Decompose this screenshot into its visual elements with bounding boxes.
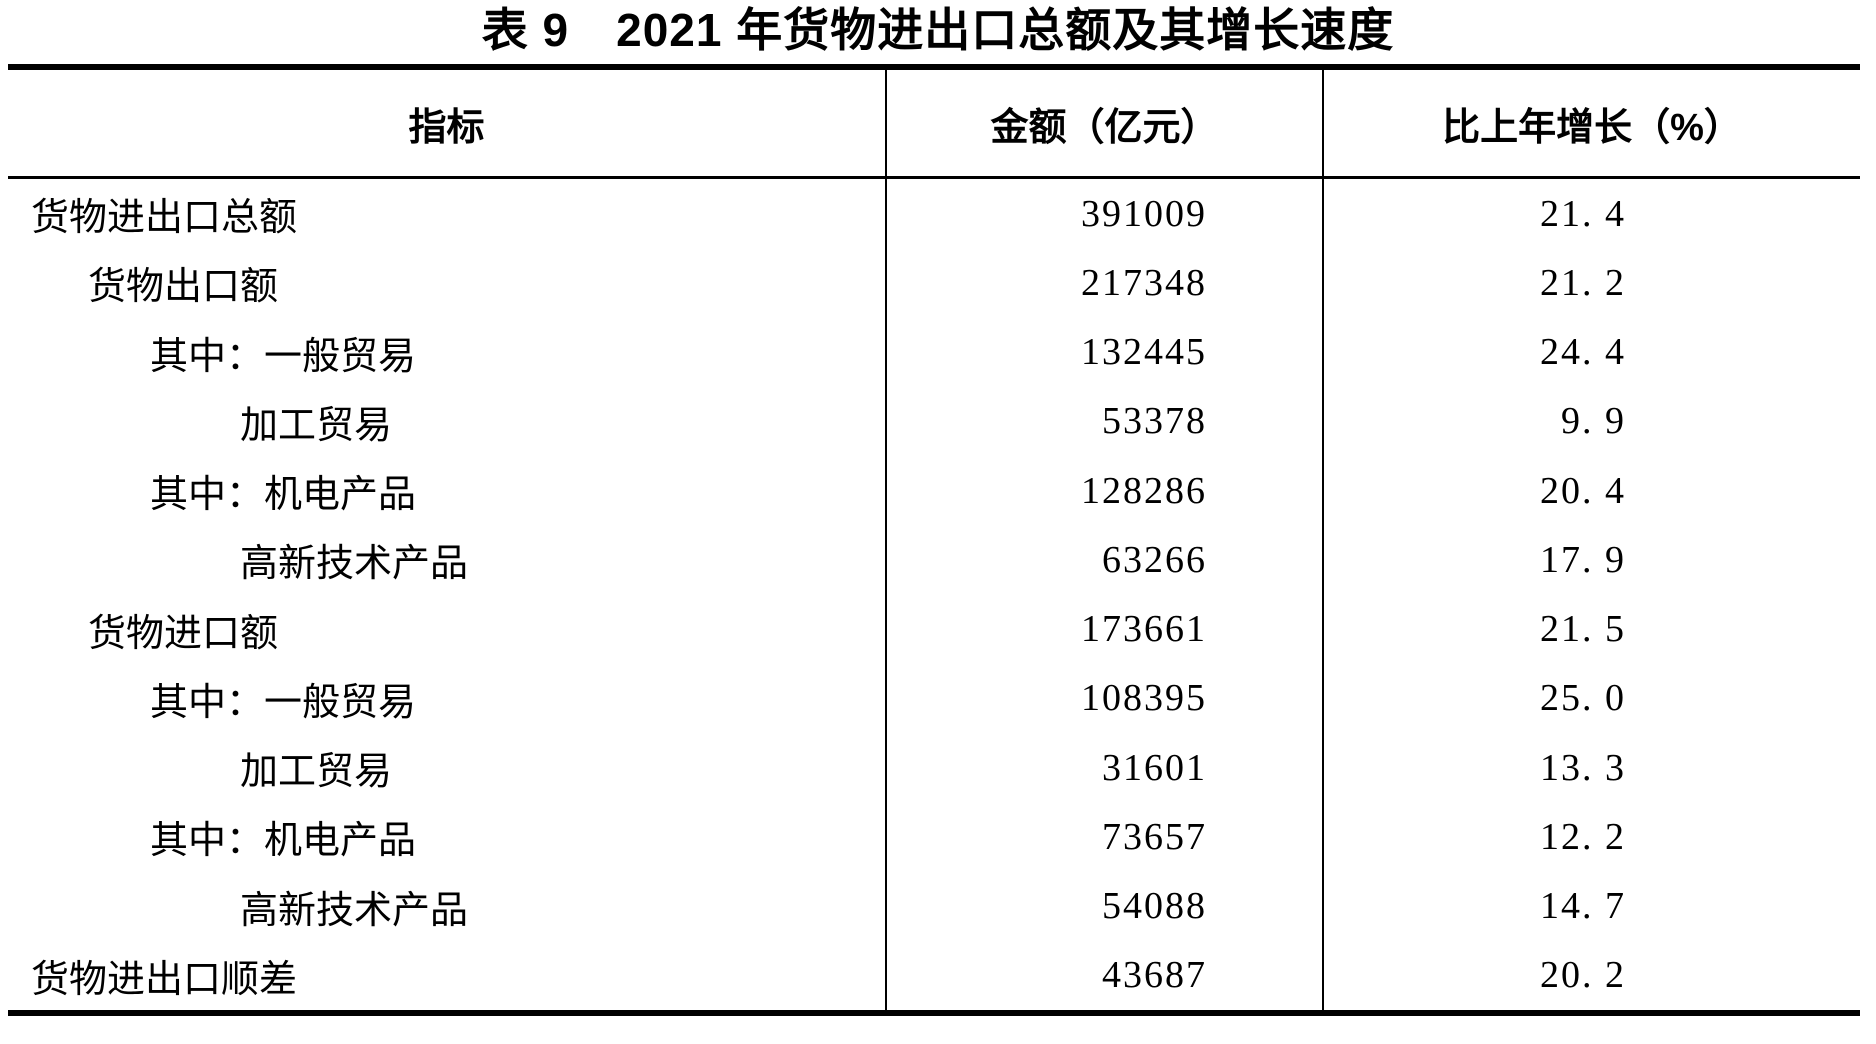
cell-growth: 9. 9 [1561,400,1626,443]
cell-amount: 391009 [1081,192,1207,235]
table-row: 货物进出口总额 391009 21. 4 [8,179,1860,249]
cell-growth: 17. 9 [1540,538,1626,581]
table-row: 货物出口额 217348 21. 2 [8,248,1860,318]
cell-growth: 13. 3 [1540,746,1626,789]
cell-indicator: 货物出口额 [88,266,279,309]
cell-growth: 21. 2 [1540,261,1626,304]
header-growth: 比上年增长（%） [1322,70,1860,176]
cell-growth: 21. 5 [1540,608,1626,651]
cell-amount: 73657 [1102,815,1207,858]
cell-amount: 53378 [1102,400,1207,443]
cell-indicator: 货物进口额 [88,612,279,655]
cell-amount: 173661 [1081,608,1207,651]
trade-table: 指标 金额（亿元） 比上年增长（%） 货物进出口总额 391009 21. 4 … [8,64,1860,1016]
cell-indicator: 货物进出口总额 [31,197,298,240]
table-row: 高新技术产品 63266 17. 9 [8,525,1860,595]
cell-indicator: 高新技术产品 [240,543,469,586]
table-row: 货物进出口顺差 43687 20. 2 [8,940,1860,1010]
cell-amount: 132445 [1081,331,1207,374]
cell-amount: 108395 [1081,677,1207,720]
cell-amount: 43687 [1102,954,1207,997]
header-amount: 金额（亿元） [885,70,1322,176]
cell-growth: 25. 0 [1540,677,1626,720]
cell-indicator: 其中：一般贸易 [150,335,417,378]
cell-indicator: 货物进出口顺差 [31,958,298,1001]
cell-amount: 54088 [1102,885,1207,928]
cell-growth: 21. 4 [1540,192,1626,235]
table-row: 加工贸易 53378 9. 9 [8,386,1860,456]
cell-indicator: 加工贸易 [240,404,393,447]
cell-growth: 20. 2 [1540,954,1626,997]
table-row: 货物进口额 173661 21. 5 [8,594,1860,664]
cell-growth: 12. 2 [1540,815,1626,858]
cell-growth: 24. 4 [1540,331,1626,374]
cell-indicator: 其中：一般贸易 [150,681,417,724]
cell-indicator: 加工贸易 [240,751,393,794]
cell-indicator: 高新技术产品 [240,889,469,932]
table-row: 其中：机电产品 73657 12. 2 [8,802,1860,872]
cell-growth: 20. 4 [1540,469,1626,512]
table-row: 其中：一般贸易 132445 24. 4 [8,317,1860,387]
cell-amount: 31601 [1102,746,1207,789]
cell-amount: 217348 [1081,261,1207,304]
header-indicator: 指标 [408,106,485,149]
table-row: 其中：一般贸易 108395 25. 0 [8,663,1860,733]
table-row: 高新技术产品 54088 14. 7 [8,871,1860,941]
cell-indicator: 其中：机电产品 [150,820,417,863]
cell-amount: 128286 [1081,469,1207,512]
cell-indicator: 其中：机电产品 [150,474,417,517]
table-title: 表 9 2021 年货物进出口总额及其增长速度 [481,4,1395,56]
cell-growth: 14. 7 [1540,885,1626,928]
cell-amount: 63266 [1102,538,1207,581]
table-header-row: 指标 金额（亿元） 比上年增长（%） [8,70,1860,179]
table-row: 加工贸易 31601 13. 3 [8,733,1860,803]
table-row: 其中：机电产品 128286 20. 4 [8,456,1860,526]
